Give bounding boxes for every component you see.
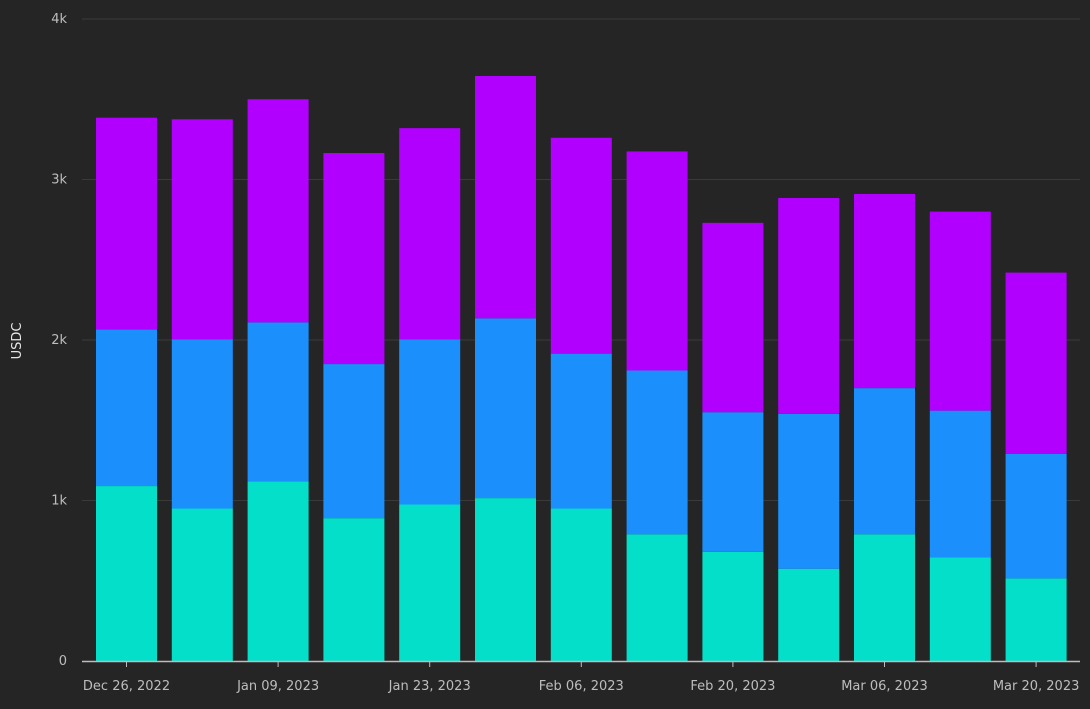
x-tick-label: Mar 20, 2023 <box>993 679 1080 694</box>
bar-series-1-9[interactable] <box>778 568 840 661</box>
bar-series-3-1[interactable] <box>171 119 233 340</box>
bar-series-2-6[interactable] <box>550 353 612 509</box>
bar-series-1-3[interactable] <box>323 518 385 661</box>
bar-series-3-6[interactable] <box>550 137 612 354</box>
bars <box>96 75 1067 661</box>
x-tick-labels: Dec 26, 2022 Jan 09, 2023 Jan 23, 2023 Feb … <box>83 679 1079 694</box>
bar-series-3-8[interactable] <box>702 222 764 413</box>
bar-series-1-8[interactable] <box>702 551 764 661</box>
y-tick-label: 1k <box>51 494 67 509</box>
bar-series-3-0[interactable] <box>96 117 157 330</box>
bar-series-1-0[interactable] <box>96 486 157 661</box>
x-tick-label: Dec 26, 2022 <box>83 679 170 694</box>
bar-series-3-3[interactable] <box>323 153 385 365</box>
bar-series-2-2[interactable] <box>247 322 309 482</box>
bar-series-3-5[interactable] <box>475 75 536 319</box>
bar-series-1-12[interactable] <box>1005 578 1067 661</box>
y-tick-label: 4k <box>51 12 67 27</box>
bar-series-1-10[interactable] <box>854 534 915 661</box>
x-tick-label: Mar 06, 2023 <box>841 679 928 694</box>
bar-series-2-8[interactable] <box>702 412 764 552</box>
bar-series-2-10[interactable] <box>854 388 915 535</box>
bar-series-1-6[interactable] <box>550 508 612 661</box>
bar-series-2-1[interactable] <box>171 339 233 509</box>
y-tick-label: 0 <box>59 654 67 669</box>
bar-series-1-5[interactable] <box>475 498 536 661</box>
x-tick-label: Jan 23, 2023 <box>388 679 471 694</box>
bar-series-3-10[interactable] <box>854 193 915 389</box>
bar-series-3-2[interactable] <box>247 99 309 323</box>
bar-series-3-12[interactable] <box>1005 272 1067 454</box>
bar-series-2-12[interactable] <box>1005 453 1067 579</box>
x-tick-label: Jan 09, 2023 <box>236 679 319 694</box>
bar-series-1-1[interactable] <box>171 508 233 661</box>
bar-series-3-11[interactable] <box>929 211 991 411</box>
x-tick-label: Feb 20, 2023 <box>690 679 775 694</box>
y-tick-label: 2k <box>51 333 67 348</box>
bar-series-2-0[interactable] <box>96 329 157 487</box>
y-tick-labels: 0 1k 2k 3k 4k <box>51 12 67 669</box>
bar-series-1-2[interactable] <box>247 481 309 661</box>
x-tick-label: Feb 06, 2023 <box>539 679 624 694</box>
axes <box>82 660 1080 667</box>
bar-series-2-9[interactable] <box>778 413 840 569</box>
bar-series-2-11[interactable] <box>929 410 991 558</box>
y-axis-title: USDC <box>10 323 25 360</box>
bar-series-1-7[interactable] <box>626 534 688 661</box>
y-tick-label: 3k <box>51 173 67 188</box>
bar-series-2-4[interactable] <box>399 339 461 505</box>
bar-series-2-7[interactable] <box>626 370 688 535</box>
bar-series-1-4[interactable] <box>399 504 461 661</box>
bar-series-2-3[interactable] <box>323 364 385 519</box>
bar-series-3-4[interactable] <box>399 128 461 340</box>
bar-series-3-9[interactable] <box>778 197 840 414</box>
bar-series-3-7[interactable] <box>626 151 688 371</box>
bar-series-2-5[interactable] <box>475 318 536 499</box>
bar-series-1-11[interactable] <box>929 557 991 661</box>
